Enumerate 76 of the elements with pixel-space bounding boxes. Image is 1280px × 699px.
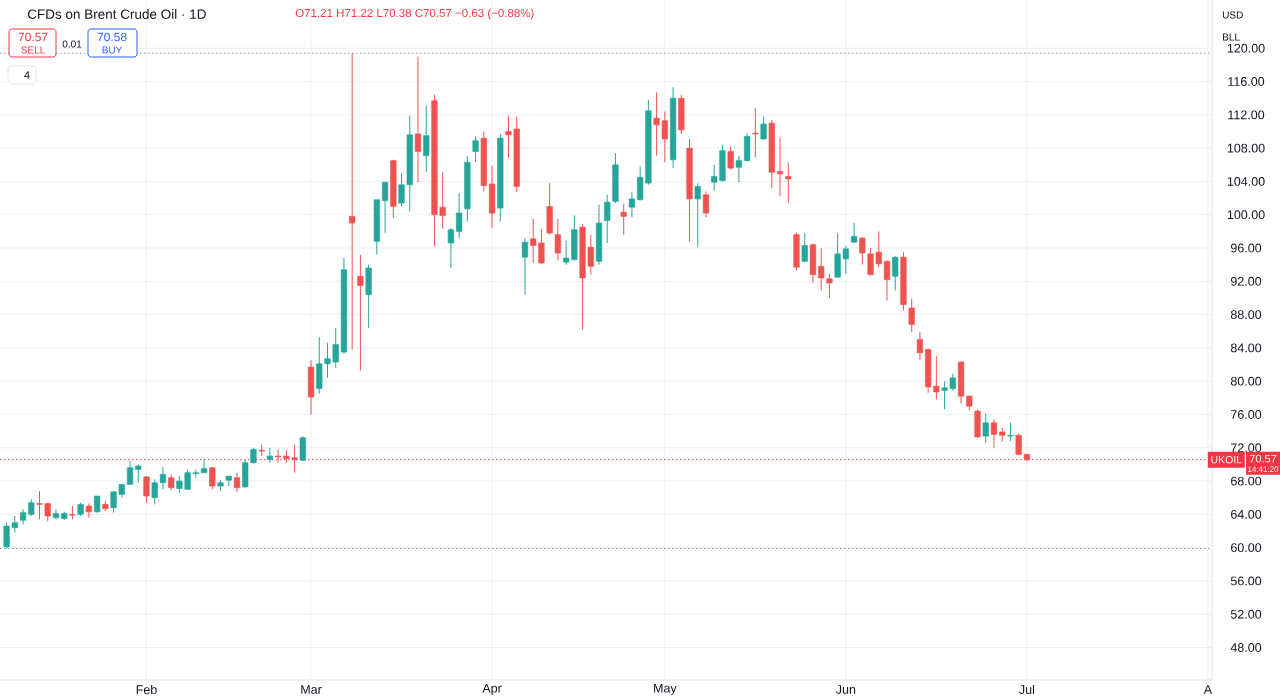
candlestick	[135, 463, 142, 484]
candlestick	[357, 254, 364, 371]
annotation: SELL	[21, 46, 45, 54]
annotation: 0.01	[62, 40, 82, 48]
annotation: BUY	[102, 46, 123, 54]
annotation: O71.21 H71.22 L70.38 C70.57 −0.63 (−0.88%)	[295, 8, 534, 20]
text: 14:41:20	[1248, 466, 1279, 472]
candlestick	[447, 227, 455, 269]
text: USD	[1222, 11, 1243, 19]
text: 70.57	[1249, 454, 1277, 463]
candlestick	[628, 191, 636, 218]
candlestick	[990, 418, 998, 449]
candlestick	[1007, 422, 1014, 442]
annotation: 70.57	[18, 32, 48, 42]
y-tick-label: 52.00	[1230, 609, 1262, 619]
y-tick-label: 84.00	[1230, 343, 1262, 353]
candlestick	[414, 56, 422, 183]
candlestick	[702, 190, 710, 218]
candlestick	[200, 458, 208, 474]
y-tick-label: 92.00	[1230, 276, 1262, 286]
candlestick	[604, 194, 611, 244]
candlestick	[299, 435, 306, 462]
candlestick	[982, 413, 989, 444]
y-tick-label: 104.00	[1227, 176, 1265, 186]
candlestick	[472, 135, 479, 163]
x-tick-label: Mar	[301, 685, 322, 694]
candlestick	[801, 232, 808, 263]
x-tick-label: Jul	[1019, 684, 1035, 695]
x-tick-label: May	[654, 683, 677, 696]
candlestick	[892, 255, 899, 291]
candlestick	[694, 182, 701, 248]
candlestick	[456, 192, 463, 239]
candlestick	[908, 298, 915, 333]
y-tick-label: 100.00	[1227, 210, 1265, 220]
y-tick-label: 108.00	[1227, 143, 1265, 153]
y-tick-label: 96.00	[1230, 243, 1262, 253]
candlestick	[126, 460, 134, 485]
y-tick-label: 68.00	[1231, 476, 1262, 486]
x-tick-label: Jun	[835, 685, 856, 694]
candlestick	[727, 145, 734, 171]
candlestick	[554, 218, 561, 261]
annotation: 70.58	[97, 32, 127, 42]
candlestick	[620, 203, 627, 236]
annotation: 4	[24, 71, 30, 79]
x-tick-label: Apr	[482, 683, 502, 696]
candlestick	[776, 136, 784, 197]
text: CFDs on Brent Crude Oil · 1D	[27, 9, 206, 19]
y-tick-label: 88.00	[1230, 310, 1262, 320]
candlestick	[760, 116, 767, 141]
ref-line-label: UKOIL	[1211, 455, 1242, 464]
y-tick-label: 56.00	[1230, 576, 1262, 586]
candlestick	[916, 331, 924, 361]
y-tick-label: 72.00	[1231, 443, 1262, 453]
candlestick	[883, 259, 891, 301]
candlestick	[233, 472, 241, 493]
candlestick	[381, 181, 389, 234]
candlestick	[423, 105, 430, 173]
candlestick	[785, 161, 792, 204]
y-tick-label: 116.00	[1228, 77, 1265, 86]
candlestick	[349, 52, 356, 351]
candlestick	[752, 107, 759, 158]
candlestick	[735, 155, 742, 183]
y-tick-label: 120.00	[1227, 43, 1265, 53]
text: BLL	[1223, 33, 1240, 41]
y-tick-label: 60.00	[1231, 543, 1262, 553]
x-tick-label: Feb	[136, 684, 157, 695]
candlestick	[521, 237, 529, 296]
y-tick-label: 76.00	[1231, 410, 1262, 419]
candlestick	[266, 447, 273, 464]
y-tick-label: 80.00	[1230, 376, 1262, 386]
y-tick-label: 64.00	[1231, 509, 1262, 519]
y-tick-label: 112.00	[1228, 110, 1265, 120]
y-tick-label: 48.00	[1230, 643, 1262, 652]
candlestick	[52, 508, 60, 520]
candlestick	[143, 475, 150, 504]
x-tick-label: A	[1203, 685, 1213, 694]
